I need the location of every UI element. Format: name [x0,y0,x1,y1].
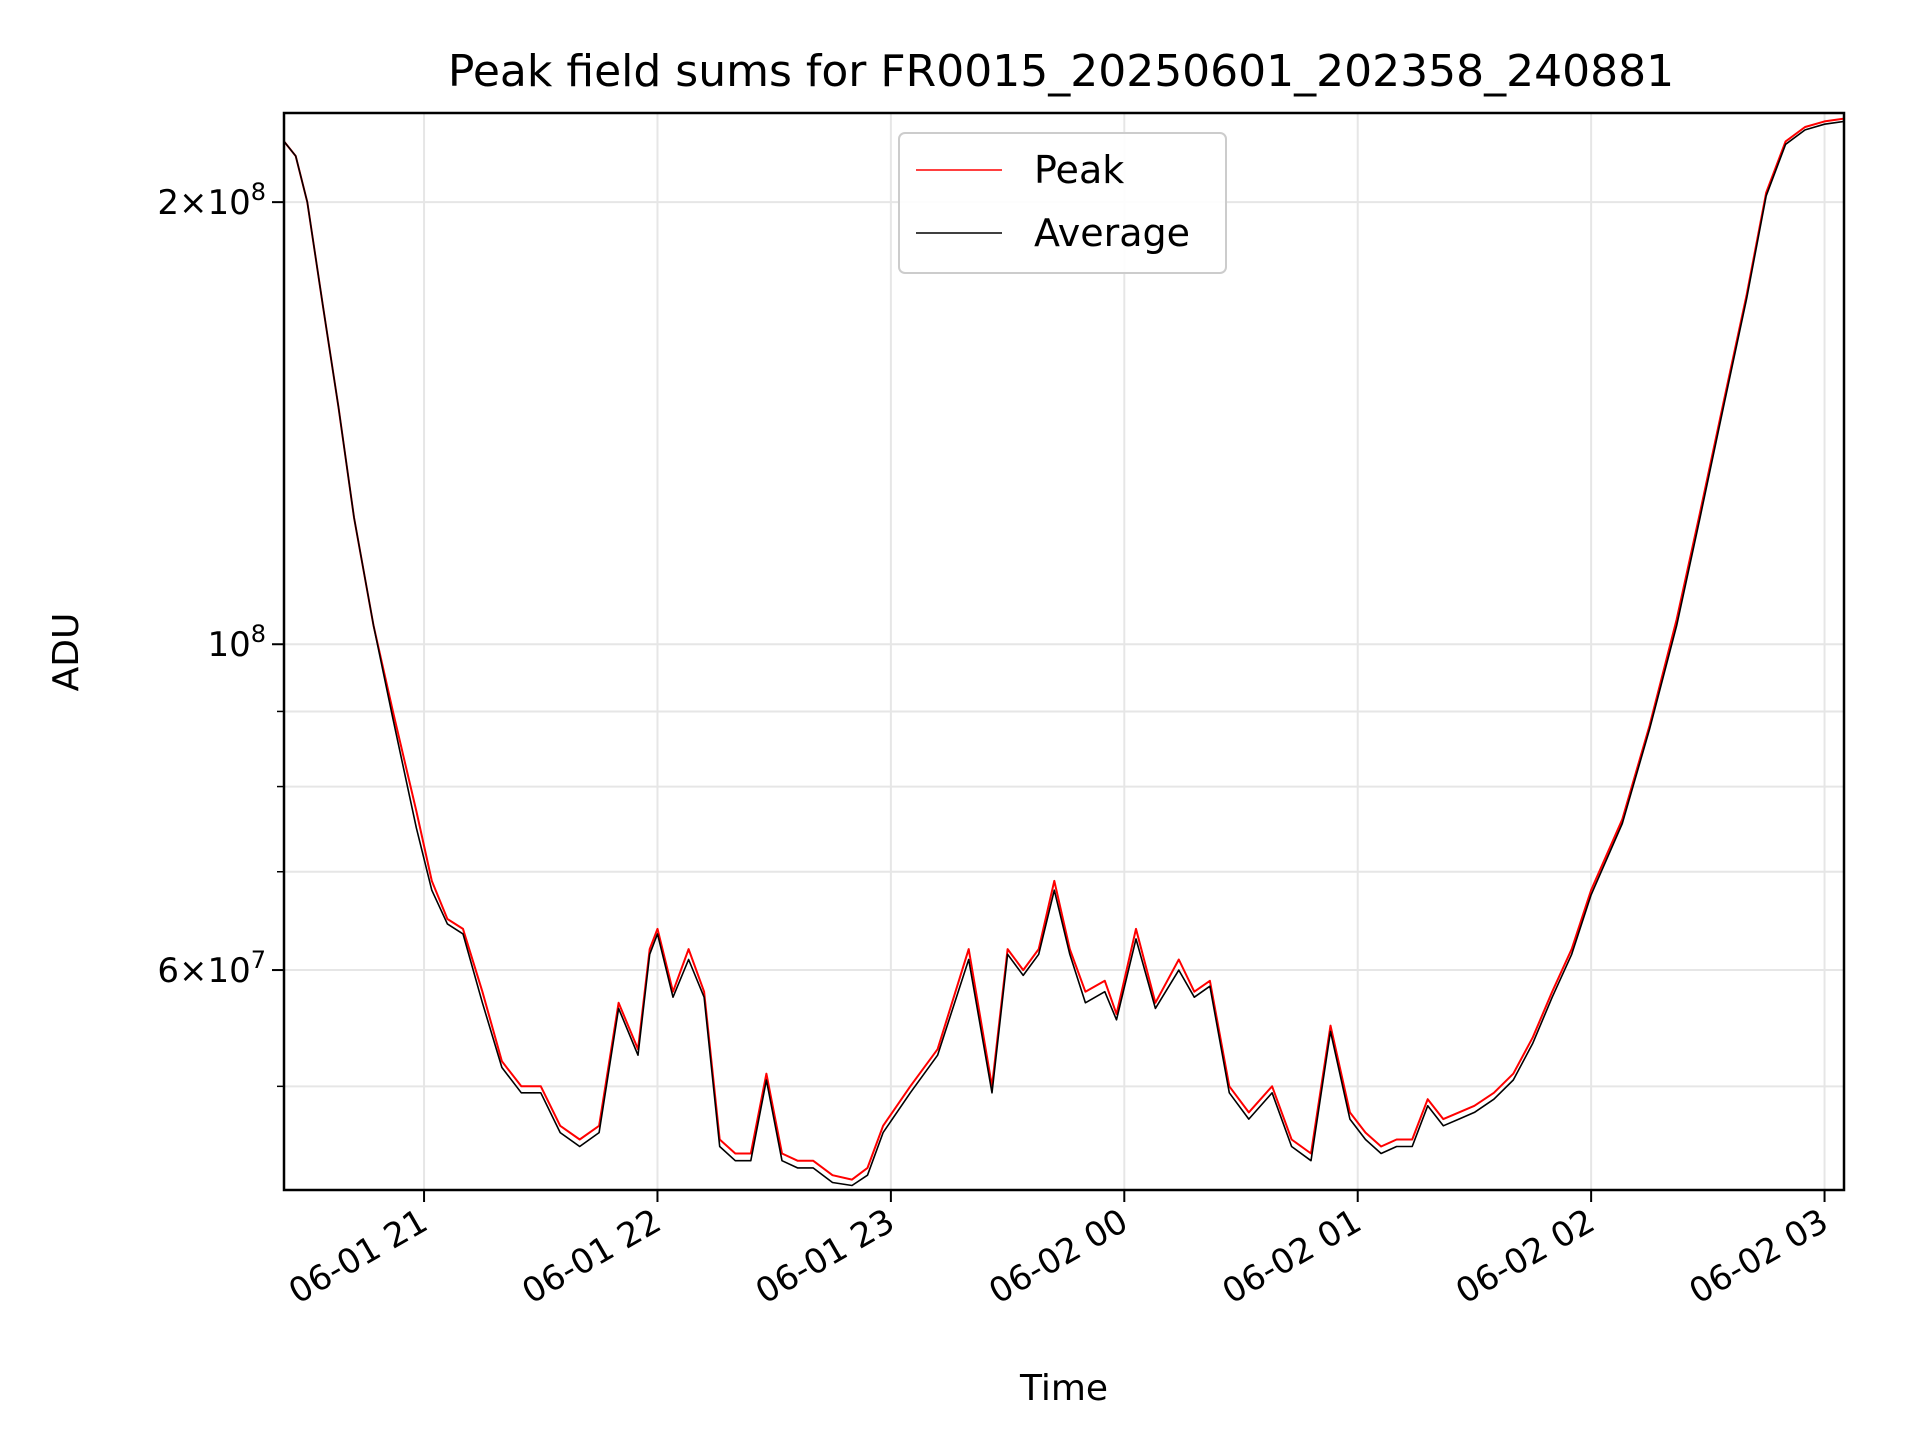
y-tick-label: 108 [207,620,266,665]
series-layer [284,117,1844,1187]
y-tick-label: 6×107 [157,946,266,991]
legend: Peak Average [898,132,1227,274]
series-line-average [284,120,1844,1187]
x-axis-title: Time [1019,1368,1108,1409]
y-axis: 108 2×108 6×107 [157,178,284,1088]
plot-frame [282,111,1846,1192]
y-tick-label: 2×108 [157,178,266,223]
chart-title: Peak field sums for FR0015_20250601_2023… [448,46,1674,97]
legend-box [898,132,1227,274]
series-line-peak [284,117,1844,1181]
legend-label-peak: Peak [1034,148,1124,192]
y-axis-title: ADU [46,613,87,692]
legend-label-average: Average [1034,211,1190,255]
